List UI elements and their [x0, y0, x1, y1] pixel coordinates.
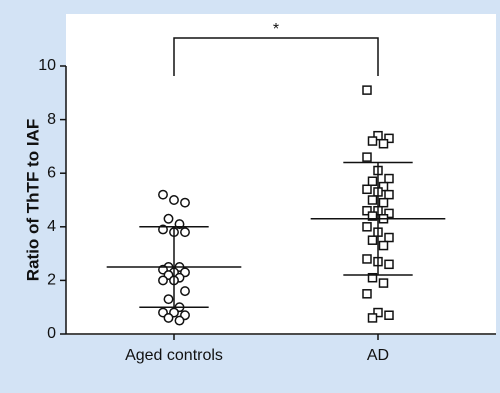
data-point: [362, 254, 372, 264]
data-point: [384, 259, 394, 270]
significance-bracket: [173, 37, 379, 76]
data-point: [180, 286, 190, 297]
significance-label: *: [273, 21, 279, 38]
data-point: [384, 310, 394, 320]
data-point: [378, 138, 389, 149]
data-point: [367, 176, 378, 186]
y-tick-label: 8: [47, 111, 56, 128]
data-point: [367, 272, 378, 283]
data-point: [384, 133, 394, 144]
data-point: [158, 275, 168, 286]
data-point: [362, 205, 372, 216]
plot-area: [66, 14, 496, 335]
data-point: [180, 197, 190, 208]
data-point: [362, 85, 372, 95]
data-point: [384, 208, 394, 219]
data-point: [367, 235, 378, 245]
data-point: [362, 152, 372, 162]
y-tick-label: 4: [47, 218, 56, 235]
data-point: [367, 211, 378, 221]
x-tick-label: AD: [367, 347, 389, 364]
y-tick-label: 10: [38, 57, 56, 74]
data-point: [373, 307, 383, 318]
data-point: [158, 189, 168, 200]
data-point: [367, 195, 378, 205]
data-point: [378, 240, 389, 251]
data-point: [384, 173, 394, 184]
data-point: [378, 181, 389, 192]
data-point: [163, 213, 174, 224]
data-point: [169, 195, 179, 205]
data-point: [367, 136, 378, 146]
data-point: [163, 294, 174, 305]
data-point: [378, 197, 389, 208]
data-point: [384, 232, 394, 243]
data-point: [174, 315, 185, 326]
y-axis-label: Ratio of ThTF to IAF: [23, 119, 42, 281]
data-point: [362, 184, 372, 195]
data-point: [180, 227, 190, 238]
data-point: [378, 278, 389, 288]
y-tick-label: 0: [47, 325, 56, 342]
y-tick-label: 2: [47, 272, 56, 289]
data-point: [373, 130, 383, 141]
y-tick-label: 6: [47, 164, 56, 181]
data-point: [362, 222, 372, 232]
data-point: [362, 289, 372, 299]
data-point: [384, 189, 394, 200]
x-tick-label: Aged controls: [125, 347, 223, 364]
data-point: [367, 313, 378, 323]
data-point: [163, 312, 174, 323]
